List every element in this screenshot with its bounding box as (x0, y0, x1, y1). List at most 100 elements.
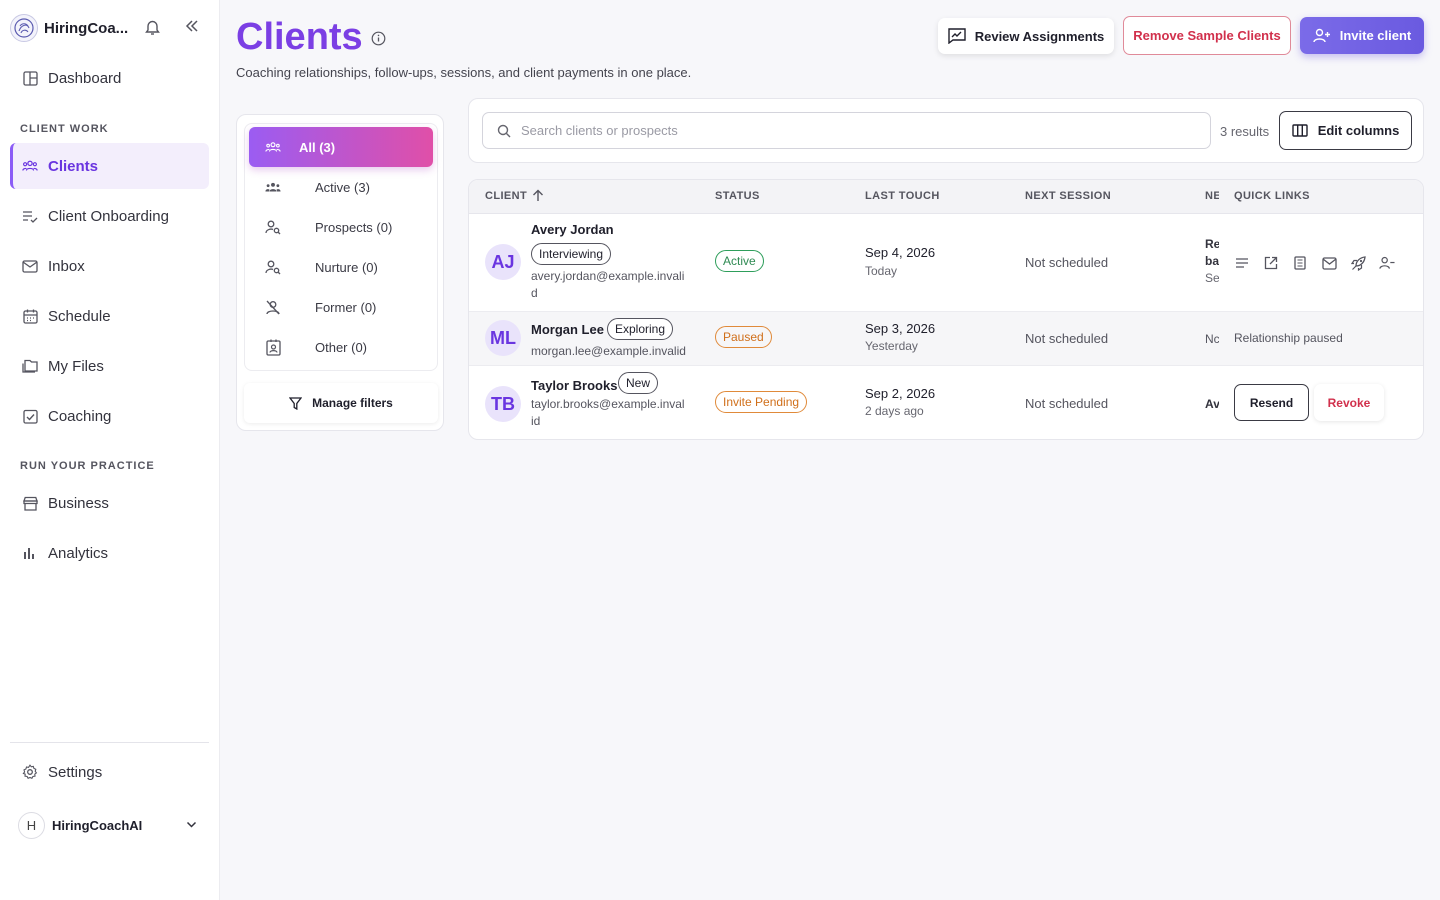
last-touch-relative: Today (865, 264, 898, 278)
sidebar-item-label: Business (48, 494, 109, 512)
user-minus-icon[interactable] (1379, 255, 1395, 271)
filter-all[interactable]: All (3) (249, 127, 433, 167)
users-group-icon (265, 181, 281, 193)
last-touch-relative: 2 days ago (865, 404, 924, 418)
filter-panel: All (3) Active (3) Prospects (0) Nurture… (236, 114, 444, 431)
clipboard-check-icon (22, 408, 38, 424)
filter-active[interactable]: Active (3) (249, 167, 433, 207)
user-plus-icon (1313, 28, 1331, 43)
columns-icon (1291, 124, 1308, 137)
sidebar-item-client-onboarding[interactable]: Client Onboarding (10, 193, 209, 239)
column-header-next-session[interactable]: NEXT SESSION (1025, 190, 1112, 202)
quick-links (1234, 255, 1395, 271)
column-header-ne[interactable]: NE (1205, 190, 1219, 202)
sidebar-item-analytics[interactable]: Analytics (10, 530, 209, 576)
sidebar-divider (10, 742, 209, 743)
user-off-icon (265, 300, 281, 315)
filter-former[interactable]: Former (0) (249, 287, 433, 327)
notes-icon[interactable] (1234, 255, 1250, 271)
folder-icon (22, 358, 38, 374)
review-assignments-button[interactable]: Review Assignments (938, 18, 1114, 54)
mail-icon (22, 258, 38, 274)
bell-icon[interactable] (144, 18, 161, 36)
column-header-client[interactable]: CLIENT (485, 190, 528, 202)
mail-open-icon[interactable] (1321, 255, 1337, 271)
review-assignments-label: Review Assignments (974, 28, 1105, 44)
column-header-last-touch[interactable]: LAST TOUCH (865, 190, 940, 202)
calendar-icon (22, 308, 38, 324)
client-name[interactable]: Avery Jordan (531, 222, 614, 237)
filter-list: All (3) Active (3) Prospects (0) Nurture… (244, 123, 438, 371)
filter-other[interactable]: Other (0) (249, 327, 433, 367)
sidebar-item-my-files[interactable]: My Files (10, 343, 209, 389)
stage-tag: Interviewing (531, 243, 612, 265)
search-toolbar: 3 results Edit columns (468, 98, 1424, 163)
revoke-invite-button[interactable]: Revoke (1314, 384, 1384, 421)
sidebar-item-coaching[interactable]: Coaching (10, 393, 209, 439)
client-name[interactable]: Morgan Lee (531, 322, 604, 337)
sidebar-item-schedule[interactable]: Schedule (10, 293, 209, 339)
ne-cell: Nc (1205, 332, 1219, 346)
filter-nurture[interactable]: Nurture (0) (249, 247, 433, 287)
users-icon (22, 158, 38, 174)
sort-ascending-icon[interactable] (532, 189, 544, 202)
account-switcher[interactable]: H HiringCoachAI (18, 811, 208, 839)
table-row[interactable]: AJ Avery Jordan Interviewing avery.jorda… (469, 214, 1423, 312)
layout-icon (22, 70, 38, 86)
filter-prospects[interactable]: Prospects (0) (249, 207, 433, 247)
search-input[interactable] (521, 123, 1181, 138)
external-link-icon[interactable] (1263, 255, 1279, 271)
remove-sample-clients-button[interactable]: Remove Sample Clients (1123, 16, 1291, 55)
sidebar-item-label: Client Onboarding (48, 207, 169, 225)
search-box[interactable] (482, 112, 1211, 149)
user-search-icon (265, 220, 281, 235)
status-badge: Paused (715, 326, 772, 348)
manage-filters-button[interactable]: Manage filters (244, 383, 438, 423)
edit-columns-button[interactable]: Edit columns (1279, 111, 1412, 150)
collapse-sidebar-icon[interactable] (184, 18, 200, 34)
client-name[interactable]: Taylor Brooks (531, 378, 618, 393)
sidebar-item-inbox[interactable]: Inbox (10, 243, 209, 289)
sidebar-item-label: Schedule (48, 307, 111, 325)
brand: HiringCoa... (10, 12, 215, 44)
sidebar-item-settings[interactable]: Settings (10, 749, 209, 795)
sidebar-item-label: My Files (48, 357, 104, 375)
sidebar-item-label: Dashboard (48, 69, 122, 87)
column-header-status[interactable]: STATUS (715, 190, 760, 202)
section-label-run-your-practice: RUN YOUR PRACTICE (20, 460, 155, 472)
last-touch-date: Sep 3, 2026 (865, 321, 936, 336)
chevron-down-icon (185, 818, 198, 831)
sidebar-item-business[interactable]: Business (10, 480, 209, 526)
status-badge: Invite Pending (715, 391, 808, 413)
filter-label: All (3) (299, 139, 336, 155)
invite-client-label: Invite client (1339, 28, 1412, 43)
sidebar-item-label: Inbox (48, 257, 85, 275)
filter-label: Active (3) (315, 179, 370, 195)
brand-name: HiringCoa... (44, 19, 129, 37)
next-session: Not scheduled (1025, 396, 1109, 411)
edit-columns-label: Edit columns (1317, 123, 1400, 138)
client-email: avery.jordan@example.invalid (531, 269, 685, 300)
sidebar-item-label: Settings (48, 763, 103, 781)
user-search-icon (265, 260, 281, 275)
ne-cell: Av (1205, 397, 1219, 411)
filter-label: Former (0) (315, 299, 377, 315)
table-row[interactable]: ML Morgan Lee Exploring morgan.lee@examp… (469, 312, 1423, 366)
resend-invite-button[interactable]: Resend (1234, 384, 1309, 421)
account-name: HiringCoachAI (52, 817, 143, 833)
table-header: CLIENT STATUS LAST TOUCH NEXT SESSION NE… (469, 180, 1423, 214)
sidebar-item-label: Coaching (48, 407, 112, 425)
filter-label: Other (0) (315, 339, 368, 355)
invoice-icon[interactable] (1292, 255, 1308, 271)
info-icon[interactable] (371, 31, 386, 46)
rocket-icon[interactable] (1350, 255, 1366, 271)
avatar: H (18, 811, 45, 839)
stage-tag: New (618, 372, 659, 394)
sidebar-item-clients[interactable]: Clients (10, 143, 209, 189)
invite-client-button[interactable]: Invite client (1300, 17, 1424, 54)
filter-label: Nurture (0) (315, 259, 378, 275)
sidebar-item-dashboard[interactable]: Dashboard (10, 55, 209, 101)
brand-logo[interactable] (10, 14, 38, 42)
table-row[interactable]: TB Taylor Brooks New taylor.brooks@examp… (469, 366, 1423, 439)
page-title: Clients (236, 16, 363, 58)
